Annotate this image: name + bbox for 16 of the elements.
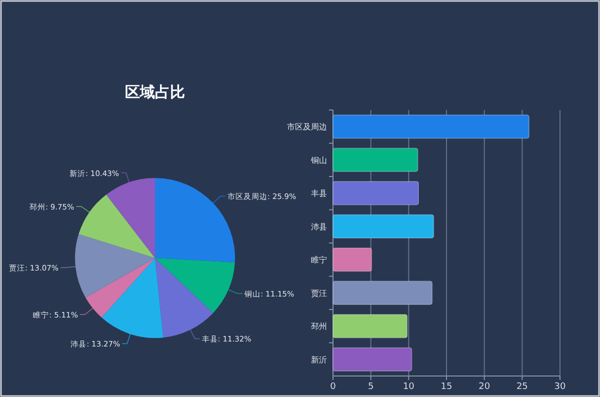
y-tick-label: 丰县 (311, 189, 327, 198)
x-tick-label: 15 (440, 382, 452, 392)
y-tick-label: 铜山 (310, 156, 327, 165)
x-tick-label: 25 (516, 382, 528, 392)
chart-title: 区域占比 (125, 83, 185, 101)
y-tick-label: 沛县 (311, 222, 327, 232)
x-tick-label: 0 (330, 382, 336, 392)
x-tick-label: 30 (554, 382, 566, 392)
x-tick-label: 5 (368, 382, 374, 392)
x-tick-label: 20 (478, 382, 490, 392)
y-tick-label: 市区及周边 (287, 122, 327, 132)
x-tick-label: 10 (402, 382, 415, 392)
y-tick-label: 邳州 (311, 322, 327, 332)
y-tick-label: 贾汪 (311, 288, 327, 298)
y-tick-label: 新沂 (311, 355, 327, 364)
y-tick-label: 睢宁 (311, 256, 327, 265)
